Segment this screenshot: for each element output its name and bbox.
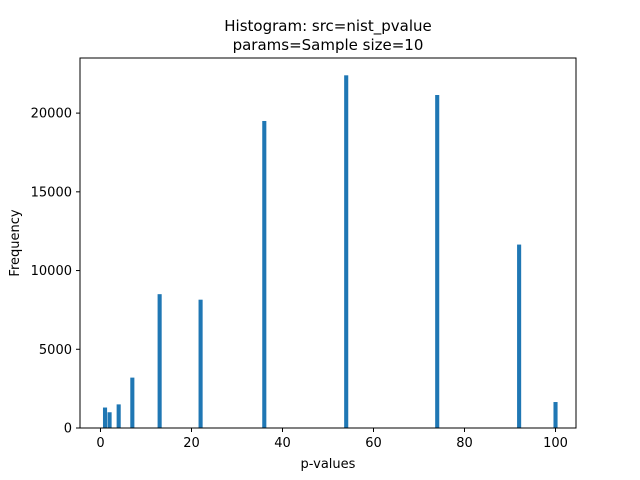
histogram-bar-7 — [344, 75, 349, 428]
x-tick-label-3: 60 — [365, 436, 382, 451]
chart-title-line1: Histogram: src=nist_pvalue — [224, 17, 431, 36]
plot-frame — [79, 57, 577, 429]
y-axis-ticks: 0 5000 10000 15000 20000 — [31, 107, 80, 437]
y-tick-label-1: 5000 — [39, 343, 72, 358]
x-axis-label: p-values — [301, 457, 356, 472]
y-axis-label: Frequency — [8, 209, 23, 276]
histogram-bar-1 — [107, 412, 112, 428]
histogram-bar-6 — [262, 120, 267, 428]
x-tick-label-4: 80 — [456, 436, 473, 451]
chart-title-line2: params=Sample size=10 — [233, 36, 424, 54]
histogram-bar-9 — [517, 244, 522, 428]
y-tick-label-0: 0 — [64, 422, 72, 437]
x-tick-label-5: 100 — [543, 436, 568, 451]
y-tick-label-4: 20000 — [31, 107, 72, 122]
bars-group — [102, 75, 558, 428]
histogram-bar-0 — [102, 407, 108, 428]
histogram-bar-2 — [116, 404, 121, 428]
x-tick-label-1: 20 — [183, 436, 200, 451]
histogram-bar-4 — [157, 294, 162, 428]
histogram-bar-8 — [435, 95, 440, 428]
histogram-bar-5 — [198, 299, 203, 428]
histogram-bar-3 — [130, 377, 135, 428]
x-tick-label-2: 40 — [274, 436, 291, 451]
x-tick-label-0: 0 — [96, 436, 104, 451]
y-tick-label-2: 10000 — [31, 264, 72, 279]
y-tick-label-3: 15000 — [31, 185, 72, 200]
histogram-bar-10 — [553, 402, 558, 428]
x-axis-ticks: 0 20 40 60 80 100 — [96, 428, 568, 451]
